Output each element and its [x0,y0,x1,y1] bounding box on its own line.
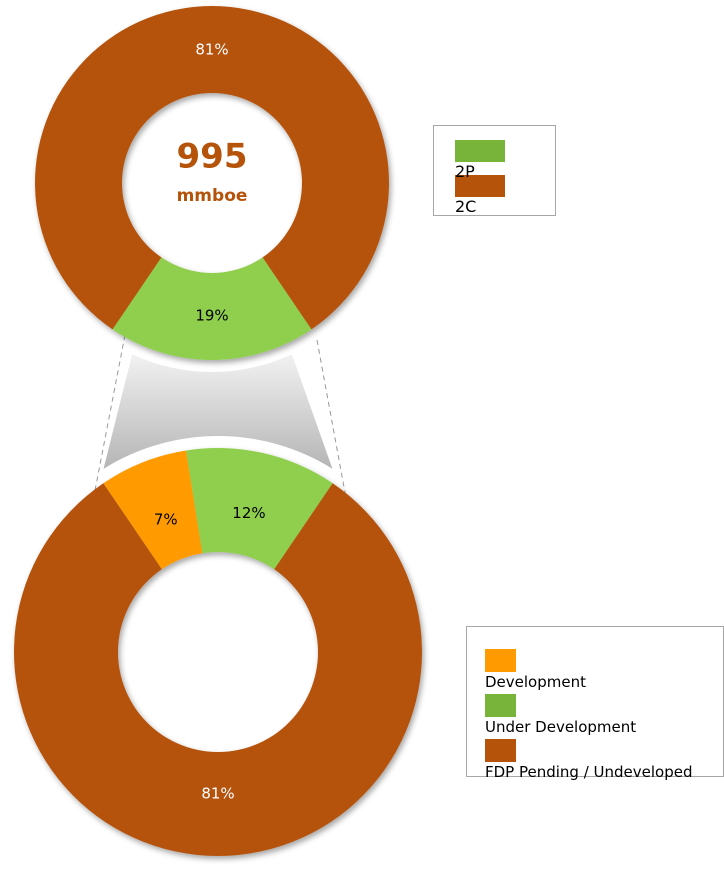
legend-item: Development [485,649,723,692]
slice [186,448,333,570]
legend-item: 2C [455,175,555,216]
donut [35,6,390,360]
legend-item: FDP Pending / Undeveloped [485,739,723,782]
slice [35,6,390,330]
legend-swatch [485,739,516,762]
total-unit: mmboe [177,186,248,206]
slice [13,483,422,857]
legend-label: FDP Pending / Undeveloped [485,763,693,781]
legend: Development Under Development FDP Pending … [466,626,724,781]
value-label: 19% [195,307,228,325]
total: 995 [177,137,248,177]
legend-swatch [485,694,516,717]
legend-swatch [455,175,505,197]
legend-label: 2C [455,197,477,216]
legend-label: 2P [455,162,475,181]
legend-label: Under Development [485,718,637,736]
value-label: 12% [232,504,265,522]
value-label: 7% [154,510,178,528]
value-label: 81% [201,785,234,803]
connector [91,334,347,507]
slice [103,450,203,570]
legend-item: 2P [455,140,555,181]
legend-label: Development [485,673,586,691]
legend-item: Under Development [485,694,723,737]
dashed-line [91,334,126,507]
donut [13,448,422,857]
legend-swatch [455,140,505,162]
legend-swatch [485,649,516,672]
dashed-line [316,339,347,499]
slice [112,257,312,360]
value-label: 81% [195,41,228,59]
funnel [103,354,333,469]
legend: 2P 2C [433,125,556,216]
